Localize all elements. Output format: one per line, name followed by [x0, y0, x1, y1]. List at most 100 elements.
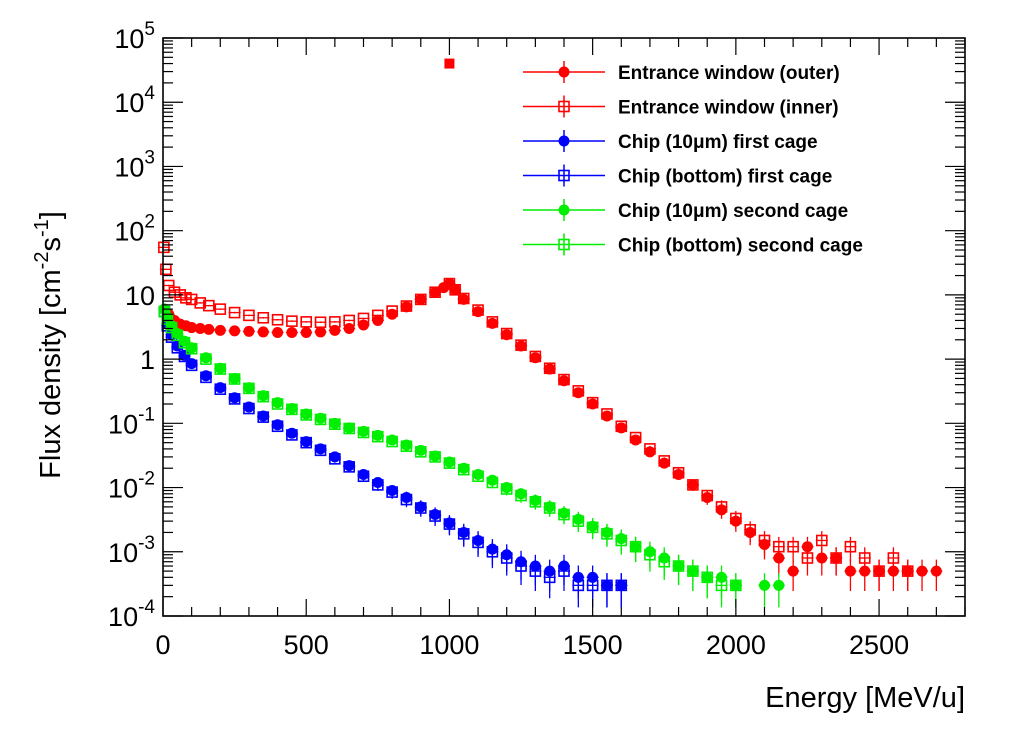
- data-point: [357, 470, 370, 483]
- data-point: [372, 479, 384, 491]
- data-point: [887, 552, 900, 564]
- data-point: [858, 552, 871, 564]
- data-point: [228, 393, 241, 405]
- data-point: [429, 286, 441, 299]
- legend-entry: Chip (10μm) first cage: [523, 130, 818, 153]
- legend-marker: [558, 100, 570, 113]
- data-point: [214, 383, 227, 396]
- data-point: [457, 528, 470, 540]
- data-point: [272, 326, 284, 338]
- plot-frame: [162, 37, 966, 617]
- legend: Entrance window (outer) Entrance window (…: [523, 61, 863, 257]
- data-point: [687, 479, 699, 491]
- data-point: [286, 315, 298, 327]
- data-point: [701, 489, 714, 502]
- data-point: [286, 326, 298, 338]
- data-point: [343, 461, 355, 473]
- y-tick-label: 1: [140, 345, 155, 375]
- legend-label: Chip (10μm) second cage: [618, 201, 848, 222]
- data-point: [486, 316, 499, 328]
- series-1: [157, 241, 914, 592]
- data-point: [185, 342, 198, 355]
- data-point: [658, 455, 671, 467]
- beam-peak-point: [444, 58, 455, 69]
- legend-label: Chip (10μm) first cage: [618, 132, 818, 153]
- legend-label: Entrance window (inner): [618, 98, 839, 119]
- data-point: [758, 534, 771, 547]
- labels-layer: 0 500 1000 1500 2000 2500 10-4 10-3 10-2 10-1 1 10 1…: [108, 19, 909, 660]
- data-point: [458, 293, 470, 305]
- data-point: [572, 579, 585, 592]
- legend-label: Chip (bottom) second cage: [618, 236, 863, 257]
- data-point: [543, 502, 556, 514]
- data-point: [271, 313, 284, 326]
- data-point: [816, 552, 828, 564]
- data-point: [457, 463, 470, 476]
- data-point: [687, 565, 699, 577]
- data-point: [314, 413, 327, 426]
- data-point: [615, 534, 628, 547]
- data-point: [414, 502, 427, 514]
- legend-entry: Chip (10μm) second cage: [523, 199, 848, 222]
- y-tick-label: 10-4: [108, 597, 155, 632]
- data-point: [257, 326, 269, 338]
- y-tick-label: 104: [114, 83, 155, 118]
- data-point: [329, 453, 341, 465]
- data-point: [572, 515, 585, 527]
- ticks-layer: [162, 37, 966, 617]
- data-point: [586, 521, 599, 534]
- data-point: [214, 324, 226, 336]
- data-point: [873, 565, 885, 577]
- data-point: [916, 565, 928, 577]
- data-point: [386, 435, 398, 448]
- data-point: [257, 411, 270, 423]
- data-point: [449, 284, 461, 296]
- data-point: [257, 311, 270, 324]
- y-tick-label: 103: [114, 147, 155, 182]
- data-point: [773, 579, 785, 591]
- data-point: [271, 420, 284, 433]
- data-point: [314, 444, 327, 457]
- data-point: [178, 350, 191, 363]
- data-point: [357, 426, 370, 439]
- data-point: [300, 436, 313, 449]
- data-point: [243, 382, 255, 395]
- data-point: [315, 326, 327, 338]
- data-point: [329, 316, 341, 328]
- data-point: [194, 322, 206, 334]
- legend-label: Chip (bottom) first cage: [618, 167, 832, 188]
- data-point: [801, 552, 814, 564]
- data-point: [601, 579, 613, 592]
- legend-entry: Chip (bottom) second cage: [523, 233, 863, 257]
- data-point: [472, 304, 484, 316]
- series-2: [158, 303, 628, 608]
- series-3: [158, 305, 628, 608]
- x-axis-title: Energy [MeV/u]: [765, 682, 965, 714]
- data-point: [443, 457, 456, 469]
- data-point: [586, 579, 599, 592]
- data-point: [300, 326, 312, 338]
- data-point: [730, 579, 742, 592]
- data-point: [200, 353, 212, 365]
- data-point: [601, 408, 613, 420]
- x-tick-label: 0: [155, 630, 170, 660]
- data-point: [429, 451, 441, 463]
- legend-label: Entrance window (outer): [618, 63, 840, 84]
- data-point: [186, 322, 198, 334]
- data-point: [200, 352, 212, 364]
- data-point: [472, 536, 484, 549]
- y-tick-label: 10-3: [108, 533, 155, 568]
- data-point: [543, 571, 556, 584]
- data-point: [543, 362, 556, 375]
- data-point: [343, 322, 355, 334]
- data-point: [200, 371, 212, 384]
- data-point: [386, 486, 398, 498]
- data-point: [930, 565, 942, 577]
- svg-text:Flux density [cm-2s-1]: Flux density [cm-2s-1]: [31, 211, 67, 479]
- data-point: [615, 420, 628, 433]
- x-tick-label: 500: [284, 630, 329, 660]
- data-point: [185, 293, 198, 306]
- data-point: [185, 359, 198, 372]
- y-tick-label: 10: [125, 281, 155, 311]
- data-point: [158, 241, 170, 254]
